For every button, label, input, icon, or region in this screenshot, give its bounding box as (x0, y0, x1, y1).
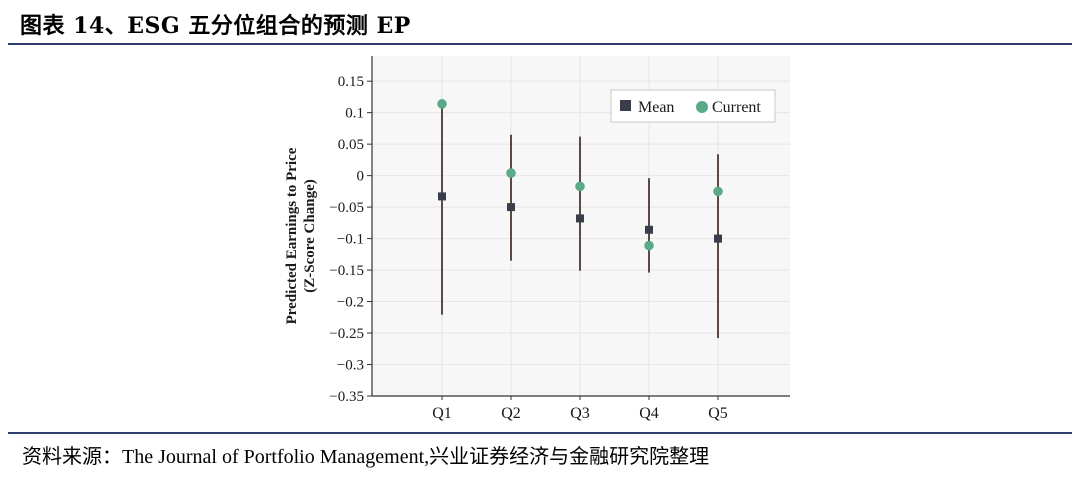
source-rule (8, 432, 1072, 434)
legend-current-label: Current (712, 99, 761, 116)
y-tick-label: 0.1 (345, 106, 364, 122)
legend-mean-label: Mean (638, 99, 674, 116)
whisker-layer (441, 104, 719, 339)
x-tick-label: Q5 (708, 405, 728, 422)
mean-marker (714, 234, 722, 243)
mean-marker (645, 225, 653, 234)
y-tick-label: −0.2 (337, 295, 364, 311)
current-marker (437, 99, 447, 109)
axis-layer: Predicted Earnings to Price (Z-Score Cha… (284, 56, 790, 422)
mean-marker (438, 192, 446, 201)
y-tick-label: −0.25 (329, 326, 364, 342)
y-tick-label: −0.35 (329, 389, 364, 405)
legend-current-marker (696, 101, 708, 113)
current-marker (713, 186, 723, 197)
y-axis-label-sub: (Z-Score Change) (302, 179, 318, 292)
y-axis-label: Predicted Earnings to Price (284, 147, 300, 324)
chart-container: Predicted Earnings to Price (Z-Score Cha… (0, 46, 1080, 430)
y-tick-label: 0 (357, 169, 365, 185)
legend-mean-marker (620, 100, 631, 111)
y-tick-label: −0.15 (329, 263, 364, 279)
y-tick-label: 0.05 (338, 137, 364, 153)
current-marker (575, 181, 585, 192)
legend: Mean Current (610, 89, 776, 123)
y-tick-label: −0.1 (337, 232, 364, 248)
figure-title: 图表 14、ESG 五分位组合的预测 EP (20, 13, 411, 39)
mean-marker (507, 203, 515, 212)
y-tick-label: 0.15 (338, 74, 364, 90)
mean-marker (576, 214, 584, 223)
mark-layer (437, 99, 723, 251)
y-tick-label: −0.05 (329, 200, 364, 216)
source-note: 资料来源：The Journal of Portfolio Management… (22, 446, 710, 468)
x-tick-label: Q1 (432, 405, 452, 422)
chart-svg: Predicted Earnings to Price (Z-Score Cha… (284, 56, 790, 422)
y-tick-label: −0.3 (337, 358, 364, 374)
current-marker (506, 168, 516, 178)
x-tick-label: Q4 (639, 405, 659, 422)
current-marker (644, 240, 654, 251)
title-rule (8, 43, 1072, 45)
x-tick-label: Q2 (501, 405, 521, 422)
legend-box (610, 89, 776, 123)
x-tick-label: Q3 (570, 405, 590, 422)
